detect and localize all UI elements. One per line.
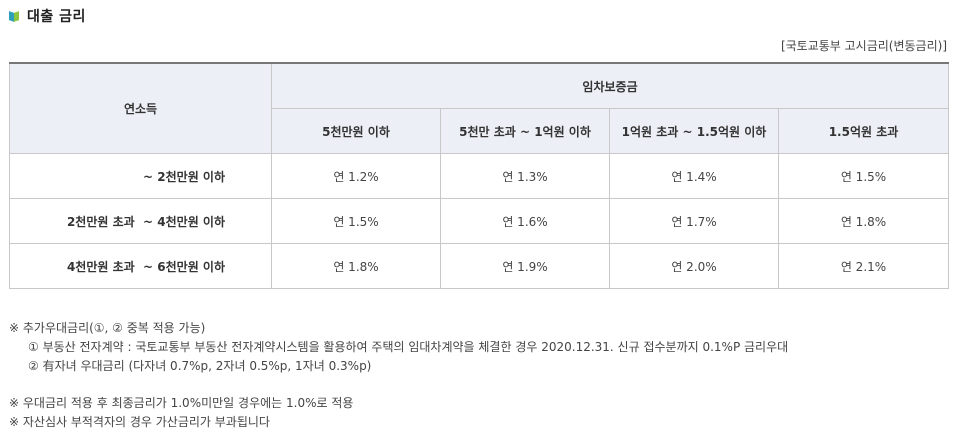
rate-cell: 연 2.0% bbox=[609, 243, 779, 289]
rate-cell: 연 1.4% bbox=[609, 153, 779, 199]
row-label: 2천만원 초과 ~ 4천만원 이하 bbox=[9, 198, 272, 244]
book-icon bbox=[9, 10, 20, 22]
rate-cell: 연 1.8% bbox=[777, 198, 950, 244]
rate-cell: 연 1.9% bbox=[440, 243, 610, 289]
extra-rate-item: ① 부동산 전자계약 : 국토교통부 부동산 전자계약시스템을 활용하여 주택의… bbox=[28, 340, 789, 354]
column-header: 5천만원 이하 bbox=[271, 108, 441, 154]
loan-rate-table: 연소득 임차보증금 5천만원 이하 5천만 초과 ~ 1억원 이하 1억원 초과… bbox=[9, 62, 950, 289]
rate-cell: 연 2.1% bbox=[777, 243, 950, 289]
rate-cell: 연 1.5% bbox=[271, 198, 441, 244]
table-row: 4천만원 초과 ~ 6천만원 이하 연 1.8% 연 1.9% 연 2.0% 연… bbox=[9, 243, 950, 289]
min-rate-note: ※ 우대금리 적용 후 최종금리가 1.0%미만일 경우에는 1.0%로 적용 bbox=[9, 396, 354, 410]
column-header: 1억원 초과 ~ 1.5억원 이하 bbox=[609, 108, 779, 154]
rate-cell: 연 1.2% bbox=[271, 153, 441, 199]
section-title-text: 대출 금리 bbox=[27, 9, 86, 25]
rate-cell: 연 1.6% bbox=[440, 198, 610, 244]
table-row: ~ 2천만원 이하 연 1.2% 연 1.3% 연 1.4% 연 1.5% bbox=[9, 153, 950, 199]
extra-rate-title: ※ 추가우대금리(①, ② 중복 적용 가능) bbox=[9, 321, 206, 335]
income-header: 연소득 bbox=[9, 62, 272, 154]
source-note: [국토교통부 고시금리(변동금리)] bbox=[780, 39, 947, 53]
notes-section: ※ 추가우대금리(①, ② 중복 적용 가능) ① 부동산 전자계약 : 국토교… bbox=[9, 319, 788, 432]
table-row: 2천만원 초과 ~ 4천만원 이하 연 1.5% 연 1.6% 연 1.7% 연… bbox=[9, 198, 950, 244]
deposit-group-header: 임차보증금 bbox=[270, 62, 950, 109]
surcharge-note: ※ 자산심사 부적격자의 경우 가산금리가 부과됩니다 bbox=[9, 415, 270, 429]
extra-rate-item: ② 有자녀 우대금리 (다자녀 0.7%p, 2자녀 0.5%p, 1자녀 0.… bbox=[28, 359, 372, 373]
column-header: 5천만 초과 ~ 1억원 이하 bbox=[440, 108, 610, 154]
rate-cell: 연 1.5% bbox=[777, 153, 950, 199]
column-header: 1.5억원 초과 bbox=[777, 108, 950, 154]
row-label: ~ 2천만원 이하 bbox=[9, 153, 272, 199]
section-title: 대출 금리 bbox=[9, 6, 86, 26]
row-label: 4천만원 초과 ~ 6천만원 이하 bbox=[9, 243, 272, 289]
rate-cell: 연 1.3% bbox=[440, 153, 610, 199]
rate-cell: 연 1.8% bbox=[271, 243, 441, 289]
rate-cell: 연 1.7% bbox=[609, 198, 779, 244]
